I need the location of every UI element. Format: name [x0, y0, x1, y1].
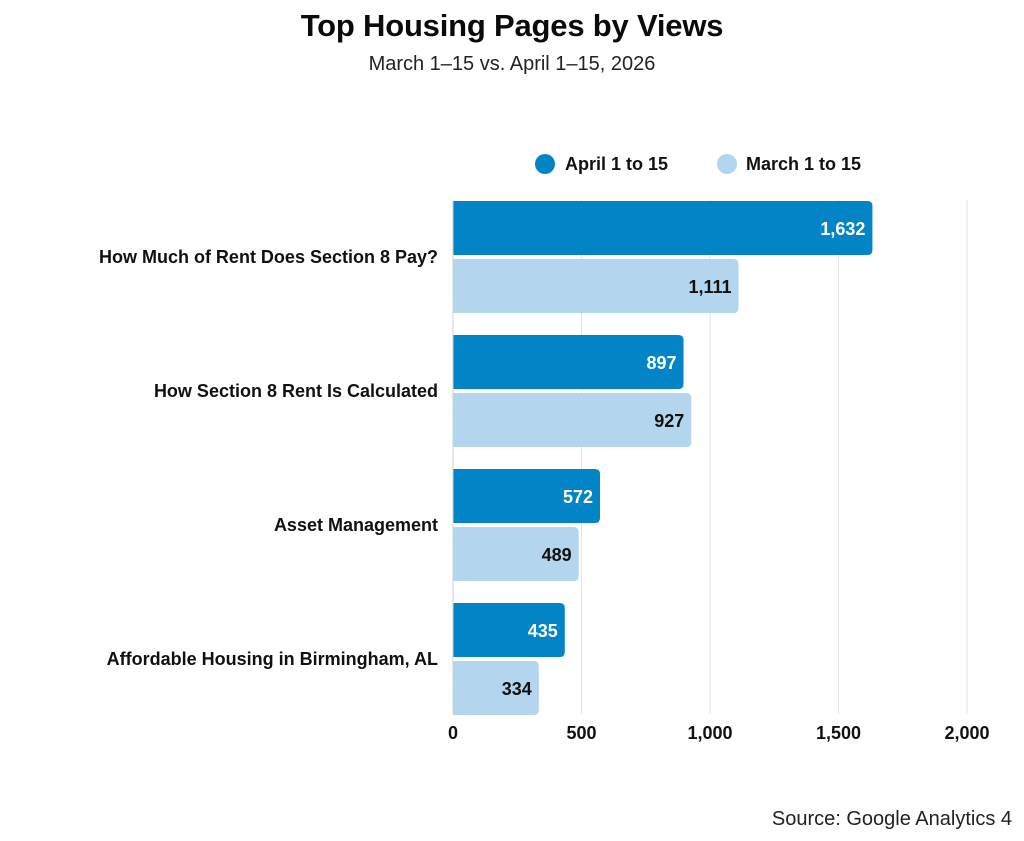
category-label: How Section 8 Rent Is Calculated [154, 381, 438, 401]
x-tick-label: 2,000 [944, 723, 989, 743]
data-label: 927 [654, 411, 684, 431]
bar [453, 259, 739, 313]
bar [453, 393, 692, 447]
data-label: 489 [542, 545, 572, 565]
bar [453, 661, 539, 715]
x-tick-label: 0 [448, 723, 458, 743]
source-note: Source: Google Analytics 4 [771, 808, 1012, 830]
x-tick-label: 1,000 [687, 723, 732, 743]
data-label: 1,111 [688, 277, 731, 297]
x-axis-ticks: 0 500 1,000 1,500 2,000 [448, 723, 990, 743]
bars: 1,632 1,111 897 927 572 489 435 334 [452, 200, 873, 715]
bar [453, 469, 601, 523]
legend-swatch [535, 154, 555, 174]
bar [453, 527, 579, 581]
bar [453, 603, 565, 657]
data-label: 897 [646, 353, 676, 373]
category-label: Asset Management [274, 515, 438, 535]
data-label: 435 [528, 621, 558, 641]
legend-label: March 1 to 15 [746, 154, 861, 174]
chart-title: Top Housing Pages by Views [300, 8, 724, 43]
bar [453, 201, 873, 255]
data-label: 572 [563, 487, 593, 507]
chart-subtitle: March 1–15 vs. April 1–15, 2026 [368, 53, 656, 75]
category-label: How Much of Rent Does Section 8 Pay? [99, 247, 438, 267]
category-label: Affordable Housing in Birmingham, AL [107, 649, 438, 669]
x-tick-label: 500 [566, 723, 596, 743]
legend-label: April 1 to 15 [565, 154, 668, 174]
legend-swatch [717, 154, 737, 174]
bar [453, 335, 684, 389]
data-label: 1,632 [820, 219, 865, 239]
x-tick-label: 1,500 [816, 723, 861, 743]
category-labels: How Much of Rent Does Section 8 Pay? How … [99, 247, 438, 669]
legend: April 1 to 15 March 1 to 15 [535, 154, 861, 174]
data-label: 334 [502, 679, 532, 699]
